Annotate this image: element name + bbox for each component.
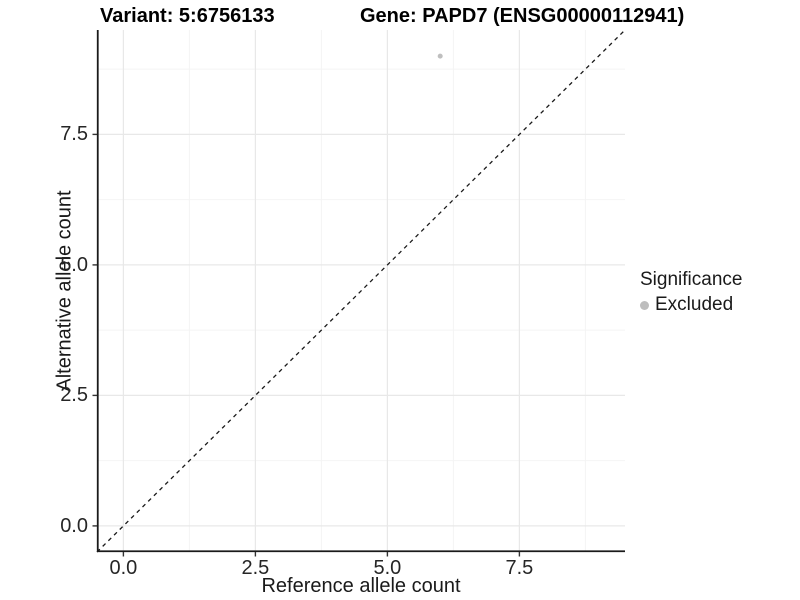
y-tick-label: 7.5 <box>60 123 88 146</box>
y-tick-label: 2.5 <box>60 384 88 407</box>
y-axis-title: Alternative allele count <box>53 190 76 392</box>
legend-title: Significance <box>640 269 743 290</box>
x-tick-label: 0.0 <box>109 557 138 579</box>
legend-entry-label: Excluded <box>655 294 734 315</box>
x-axis-title: Reference allele count <box>261 575 461 597</box>
plot-panel <box>92 29 626 557</box>
excluded-point-marker-icon <box>640 300 649 310</box>
legend-entry-excluded: Excluded <box>640 294 742 316</box>
plot-title-variant: Variant: 5:6756133 <box>100 5 275 27</box>
x-tick-label: 2.5 <box>241 557 270 579</box>
legend: Significance Excluded <box>640 269 742 316</box>
y-tick-label: 0.0 <box>60 514 88 537</box>
y-tick-label: 5.0 <box>60 253 88 276</box>
plot-title-gene: Gene: PAPD7 (ENSG00000112941) <box>360 5 685 27</box>
identity-dashed-line <box>96 29 626 553</box>
x-tick-label: 5.0 <box>373 557 402 579</box>
plot-canvas <box>92 29 626 557</box>
data-point <box>437 53 443 59</box>
x-tick-label: 7.5 <box>505 557 534 579</box>
